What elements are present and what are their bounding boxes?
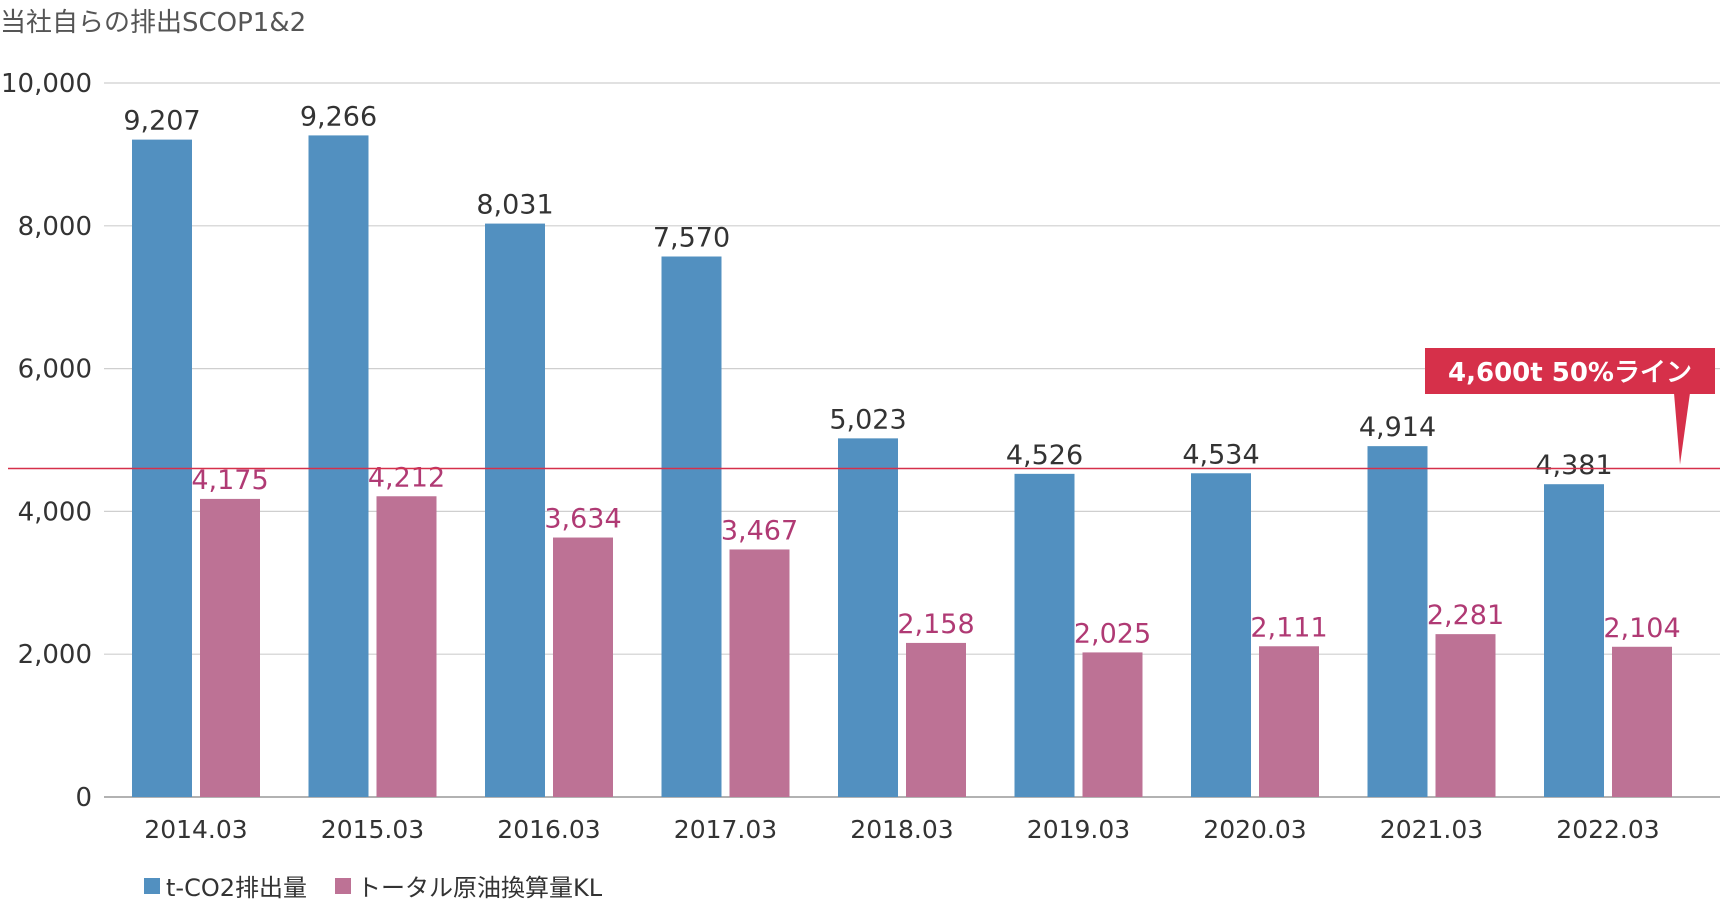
legend-label-oil: トータル原油換算量KL [357,874,603,902]
legend: t-CO2排出量 トータル原油換算量KL [144,868,630,903]
bar-oil [1435,634,1496,797]
data-label: 2,025 [1074,618,1151,649]
data-label: 4,534 [1182,439,1259,470]
reference-callout-label: 4,600t 50%ライン [1448,358,1692,388]
x-tick-label: 2016.03 [497,815,600,844]
bar-co2 [1014,473,1075,797]
legend-item-co2: t-CO2排出量 [144,868,307,903]
y-tick-label: 4,000 [18,497,92,527]
legend-label-co2: t-CO2排出量 [166,874,307,902]
bar-oil [376,496,437,797]
bar-oil [729,549,790,797]
data-label: 2,158 [897,609,974,640]
chart-title: 当社自らの排出SCOP1&2 [0,8,307,38]
legend-swatch-co2 [144,877,160,894]
data-label: 2,104 [1603,613,1680,644]
bar-oil [1259,646,1319,797]
y-tick-label: 0 [75,783,92,813]
bar-oil [200,498,260,797]
x-tick-label: 2017.03 [674,815,777,844]
legend-item-oil: トータル原油換算量KL [335,868,602,903]
data-label: 7,570 [653,223,730,254]
bar-co2 [485,223,545,797]
reference-callout-pointer [1674,393,1690,465]
data-label: 4,526 [1006,440,1083,471]
y-tick-label: 8,000 [18,212,92,242]
data-label: 3,634 [544,504,621,535]
y-tick-label: 10,000 [1,69,92,99]
x-tick-label: 2014.03 [144,815,247,844]
bar-co2 [1544,484,1604,797]
x-tick-label: 2015.03 [321,815,424,844]
data-label: 4,381 [1535,450,1612,481]
data-label: 2,281 [1427,600,1504,631]
data-label: 9,207 [123,106,200,137]
y-tick-label: 6,000 [18,355,92,385]
legend-swatch-oil [335,877,351,894]
y-tick-label: 2,000 [18,640,92,670]
x-tick-label: 2018.03 [850,815,953,844]
bar-co2 [1367,446,1428,797]
data-label: 4,212 [368,462,445,493]
data-label: 2,111 [1250,612,1327,643]
bar-co2 [1191,473,1251,797]
reference-callout-box [1425,348,1715,394]
bar-co2 [661,256,722,797]
data-label: 5,023 [829,404,906,435]
data-label: 4,175 [191,465,268,496]
data-label: 8,031 [476,190,553,221]
bar-co2 [838,438,898,797]
x-tick-label: 2020.03 [1203,815,1306,844]
bar-oil [553,537,613,797]
bar-oil [1082,652,1143,797]
bar-oil [1612,646,1672,797]
x-tick-label: 2019.03 [1027,815,1130,844]
data-label: 9,266 [300,101,377,132]
bar-oil [906,642,966,797]
x-tick-label: 2022.03 [1556,815,1659,844]
data-label: 4,914 [1359,412,1436,443]
data-label: 3,467 [721,515,798,546]
bar-co2 [308,135,369,797]
x-tick-label: 2021.03 [1380,815,1483,844]
